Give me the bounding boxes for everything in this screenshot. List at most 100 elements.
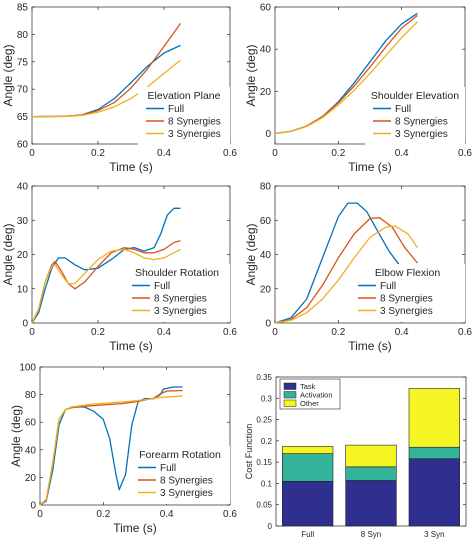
x-tick-label: 8 Syn bbox=[361, 530, 381, 539]
y-axis-label: Angle (deg) bbox=[244, 44, 258, 106]
x-tick-label: 0 bbox=[29, 148, 35, 159]
y-tick-label: 0.25 bbox=[256, 416, 272, 425]
legend-entry: 3 Synergies bbox=[380, 306, 433, 317]
legend-entry: 8 Synergies bbox=[395, 117, 448, 128]
legend-title: Shoulder Rotation bbox=[135, 267, 219, 279]
y-tick-label: 80 bbox=[25, 390, 37, 401]
y-axis-label: Cost Function bbox=[244, 424, 254, 480]
x-tick-label: 0.2 bbox=[331, 148, 345, 159]
y-tick-label: 40 bbox=[17, 182, 29, 193]
series-line-3-synergies bbox=[274, 21, 418, 135]
legend-title: Elbow Flexion bbox=[375, 267, 441, 279]
subplot-4: 0 0.2 0.4 0.6 0 20 40 60 80 Time (s) Angle (deg) El… bbox=[244, 182, 472, 354]
legend-entry: Full bbox=[380, 281, 396, 292]
legend-entry: 3 Synergies bbox=[160, 488, 213, 499]
x-tick-label: 0.4 bbox=[395, 327, 409, 338]
legend-entry: 3 Synergies bbox=[395, 129, 448, 140]
y-axis-label: Angle (deg) bbox=[1, 223, 15, 285]
y-tick-label: 20 bbox=[25, 473, 37, 484]
x-tick-label: 0.6 bbox=[223, 509, 237, 520]
y-axis-label: Angle (deg) bbox=[1, 44, 15, 106]
bar-other-full bbox=[282, 446, 334, 454]
legend-background bbox=[130, 446, 230, 504]
y-tick-label: 20 bbox=[260, 284, 272, 295]
legend-background bbox=[350, 264, 465, 322]
bar-task-full bbox=[282, 480, 334, 527]
x-tick-label: 0 bbox=[37, 509, 43, 520]
x-axis-label: Time (s) bbox=[109, 339, 153, 353]
series-line-3-synergies bbox=[31, 59, 181, 118]
y-tick-label: 60 bbox=[260, 216, 272, 227]
series-line-3-synergies bbox=[274, 225, 419, 324]
series-line-full bbox=[274, 202, 418, 324]
x-tick-label: 0 bbox=[272, 327, 278, 338]
x-tick-label: 3 Syn bbox=[424, 530, 444, 539]
y-tick-label: 60 bbox=[25, 418, 37, 429]
y-tick-label: 0 bbox=[268, 522, 273, 531]
y-tick-label: 80 bbox=[17, 30, 29, 41]
subplot-1: 0 0.2 0.4 0.6 60 65 70 75 80 85 Time (s) Angle (deg… bbox=[1, 3, 237, 175]
legend-entry: 8 Synergies bbox=[168, 117, 221, 128]
x-tick-label: 0.6 bbox=[223, 327, 237, 338]
y-tick-label: 40 bbox=[260, 45, 272, 56]
bar-other-3-syn bbox=[408, 388, 460, 448]
y-tick-label: 70 bbox=[17, 85, 29, 96]
y-axis-label: Angle (deg) bbox=[9, 405, 23, 467]
legend-background bbox=[138, 87, 230, 145]
y-tick-label: 0 bbox=[30, 501, 36, 512]
x-axis-label: Time (s) bbox=[348, 339, 392, 353]
bar-other-8-syn bbox=[345, 444, 397, 468]
bar-task-8-syn bbox=[345, 480, 397, 527]
series-line-3-synergies bbox=[39, 395, 183, 506]
x-axis-label: Time (s) bbox=[348, 160, 392, 174]
series-line-full bbox=[31, 207, 181, 324]
y-tick-label: 0.05 bbox=[256, 501, 272, 510]
x-tick-label: 0 bbox=[29, 327, 35, 338]
x-axis-label: Time (s) bbox=[109, 160, 153, 174]
y-tick-label: 75 bbox=[17, 57, 29, 68]
legend-title: Elevation Plane bbox=[148, 90, 221, 102]
legend-swatch bbox=[283, 382, 297, 390]
y-tick-label: 60 bbox=[17, 140, 29, 151]
bar-activation-8-syn bbox=[345, 466, 397, 481]
y-tick-label: 20 bbox=[17, 250, 29, 261]
x-tick-label: 0.2 bbox=[91, 327, 105, 338]
legend-background bbox=[124, 264, 230, 322]
series-line-8-synergies bbox=[274, 217, 419, 324]
y-tick-label: 40 bbox=[260, 250, 272, 261]
legend-entry: 8 Synergies bbox=[380, 294, 433, 305]
legend-entry: 3 Synergies bbox=[154, 306, 207, 317]
legend-entry: Full bbox=[168, 104, 184, 115]
subplot-6: 0 0.05 0.1 0.15 0.2 0.25 0.3 0.35 Cost Function F… bbox=[244, 373, 467, 539]
y-tick-label: 30 bbox=[17, 216, 29, 227]
legend-title: Shoulder Elevation bbox=[371, 90, 459, 102]
legend-entry: 8 Synergies bbox=[160, 476, 213, 487]
y-tick-label: 65 bbox=[17, 112, 29, 123]
legend-entry: Full bbox=[395, 104, 411, 115]
y-tick-label: 0.1 bbox=[261, 479, 273, 488]
legend-swatch bbox=[283, 391, 297, 399]
subplot-5: 0 0.2 0.4 0.6 0 20 40 60 80 100 Time (s) Angle (deg… bbox=[9, 363, 237, 536]
x-tick-label: Full bbox=[301, 530, 314, 539]
y-tick-label: 0.15 bbox=[256, 458, 272, 467]
y-tick-label: 0 bbox=[265, 129, 271, 140]
y-tick-label: 85 bbox=[17, 3, 29, 14]
legend-entry: Full bbox=[160, 463, 176, 474]
legend-entry: 8 Synergies bbox=[154, 294, 207, 305]
x-tick-label: 0.4 bbox=[160, 509, 174, 520]
y-tick-label: 0.3 bbox=[261, 394, 273, 403]
legend-title: Forearm Rotation bbox=[139, 449, 221, 461]
y-tick-label: 10 bbox=[17, 284, 29, 295]
y-axis-label: Angle (deg) bbox=[244, 223, 258, 285]
legend-entry: Task bbox=[300, 382, 316, 391]
y-tick-label: 20 bbox=[260, 87, 272, 98]
legend-entry: 3 Synergies bbox=[168, 129, 221, 140]
y-tick-label: 100 bbox=[19, 363, 36, 374]
y-tick-label: 80 bbox=[260, 182, 272, 193]
